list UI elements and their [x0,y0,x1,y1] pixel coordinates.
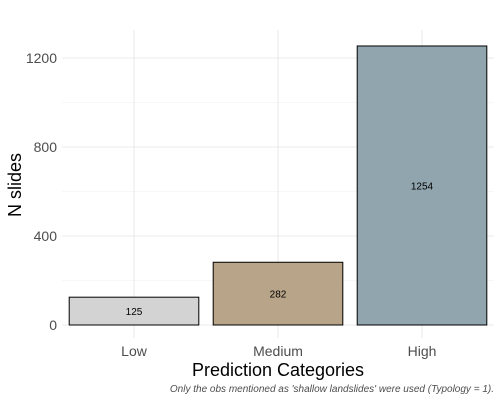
x-axis-tick-labels: Low Medium High [121,343,436,359]
bar-medium [212,261,344,326]
x-axis-title: Prediction Categories [192,360,364,380]
data-label-medium: 282 [270,290,287,301]
x-tick-label: Low [121,343,148,359]
data-label-low: 125 [126,307,143,318]
y-tick-label: 400 [34,228,58,244]
x-tick-label: Medium [253,343,303,359]
data-label-high: 1254 [411,181,434,192]
y-tick-label: 800 [34,139,58,155]
caption: Only the obs mentioned as 'shallow lands… [170,384,494,395]
y-axis-title: N slides [5,153,25,217]
y-axis-tick-labels: 0 400 800 1200 [26,50,57,333]
y-tick-label: 1200 [26,50,57,66]
data-labels: 125 282 1254 [126,181,434,318]
bar-high [356,45,488,326]
x-tick-label: High [408,343,437,359]
y-tick-label: 0 [49,317,57,333]
bar-low [68,296,200,326]
bars [68,45,488,326]
